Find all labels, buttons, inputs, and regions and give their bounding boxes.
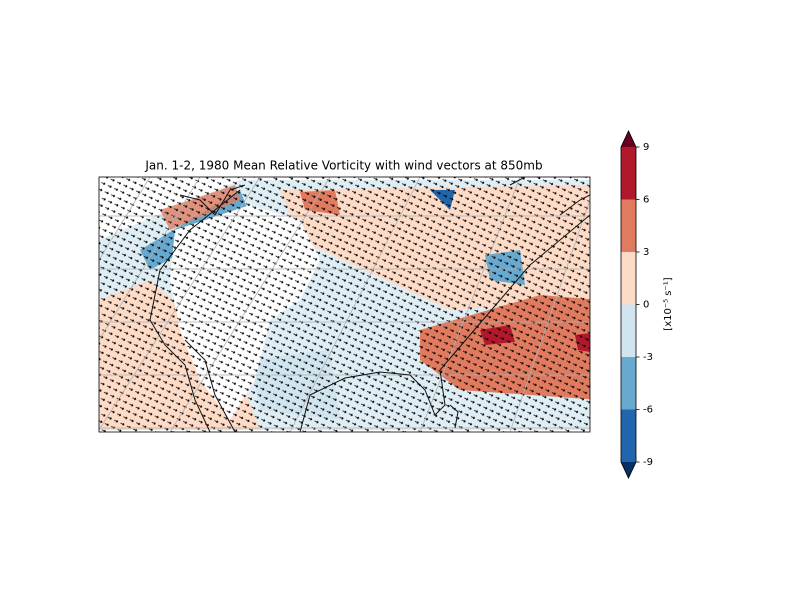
wind-vectors bbox=[99, 177, 590, 432]
colorbar-tick-label: 0 bbox=[643, 300, 649, 311]
map-frame bbox=[98, 176, 591, 433]
graticule bbox=[99, 177, 590, 432]
colorbar: -9 -6 -3 0 3 6 9 bbox=[620, 130, 653, 479]
colorbar-tick-label: -6 bbox=[643, 405, 653, 416]
colorbar-segment bbox=[621, 252, 636, 305]
colorbar-segment bbox=[621, 147, 636, 200]
coastlines bbox=[149, 177, 590, 432]
colorbar-tick-label: 3 bbox=[643, 247, 649, 258]
colorbar-segment bbox=[621, 199, 636, 252]
colorbar-extend-over bbox=[621, 131, 636, 147]
colorbar-tick-label: 6 bbox=[643, 195, 649, 206]
colorbar-tick-label: -9 bbox=[643, 457, 653, 468]
colorbar-tick-label: -3 bbox=[643, 352, 653, 363]
colorbar-segment bbox=[621, 304, 636, 357]
colorbar-segment bbox=[621, 409, 636, 462]
colorbar-extend-under bbox=[621, 462, 636, 478]
colorbar-label: [x10⁻⁵ s⁻¹] bbox=[663, 277, 674, 331]
map-title: Jan. 1-2, 1980 Mean Relative Vorticity w… bbox=[144, 159, 542, 173]
colorbar-tick-label: 9 bbox=[643, 142, 649, 153]
map bbox=[99, 177, 590, 432]
colorbar-segment bbox=[621, 357, 636, 410]
